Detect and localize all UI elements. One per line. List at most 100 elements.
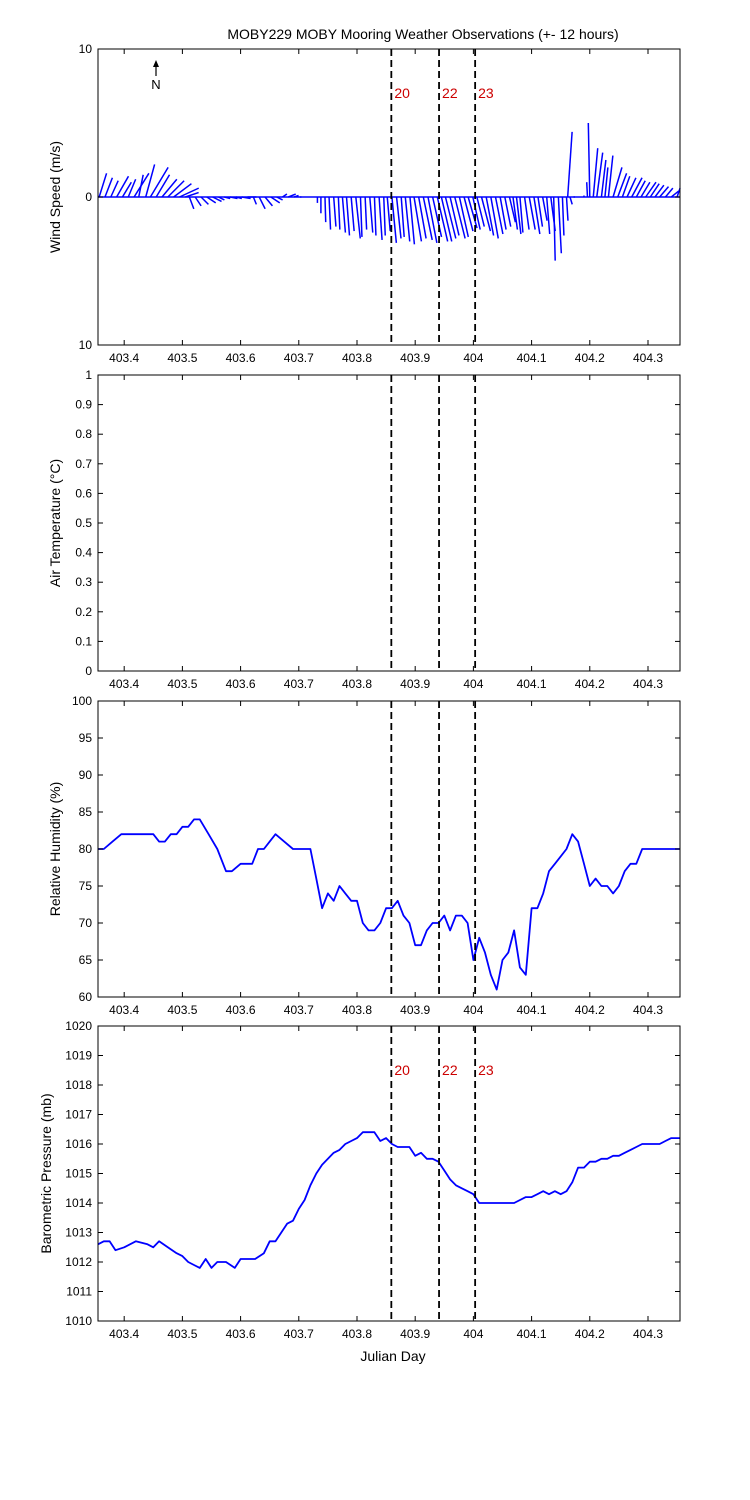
y-tick-label: 0.5 bbox=[75, 516, 92, 530]
wind-vector bbox=[504, 196, 512, 227]
x-tick-label: 403.6 bbox=[226, 1327, 256, 1341]
y-tick-label: 0.3 bbox=[75, 575, 92, 589]
wind-vector bbox=[206, 196, 217, 204]
y-tick-label: 1013 bbox=[65, 1226, 92, 1240]
wind-vector bbox=[670, 190, 680, 198]
wind-vector bbox=[440, 196, 453, 242]
wind-vector bbox=[545, 196, 551, 235]
wind-vector bbox=[631, 177, 643, 198]
wind-vector bbox=[235, 196, 243, 200]
x-tick-label: 403.8 bbox=[342, 677, 372, 691]
wind-vector bbox=[395, 196, 402, 239]
wind-vector bbox=[533, 196, 541, 235]
marker-label: 20 bbox=[394, 1062, 410, 1078]
x-tick-label: 403.4 bbox=[109, 1003, 139, 1017]
wind-vector bbox=[476, 196, 486, 227]
y-tick-label: 70 bbox=[79, 916, 93, 930]
wind-vector bbox=[463, 196, 474, 232]
y-tick-label: 95 bbox=[79, 731, 93, 745]
y-tick-label: 0.9 bbox=[75, 398, 92, 412]
x-tick-label: 403.7 bbox=[284, 351, 314, 365]
wind-vector bbox=[224, 196, 231, 200]
wind-vector-large bbox=[566, 131, 573, 198]
wind-vector bbox=[480, 196, 492, 232]
wind-vector bbox=[427, 196, 438, 244]
x-tick-label: 403.6 bbox=[226, 677, 256, 691]
wind-vector bbox=[252, 196, 258, 205]
y-axis-label: Relative Humidity (%) bbox=[47, 782, 63, 917]
x-tick-label: 403.8 bbox=[342, 1327, 372, 1341]
wind-vector bbox=[561, 196, 565, 236]
x-tick-label: 403.6 bbox=[226, 351, 256, 365]
panel-relative-humidity: 403.4 403.5 403.6 403.7 403.8 403.9 404 404.1 40… bbox=[47, 694, 681, 1017]
wind-vector bbox=[508, 196, 517, 223]
wind-vector bbox=[592, 148, 599, 198]
wind-vector bbox=[523, 196, 530, 230]
wind-vector bbox=[417, 196, 427, 239]
wind-vector bbox=[654, 184, 665, 198]
x-tick-label: 403.9 bbox=[400, 677, 430, 691]
wind-vector bbox=[422, 196, 433, 241]
wind-vector bbox=[350, 196, 355, 232]
y-tick-label: 0 bbox=[85, 664, 92, 678]
wind-vector bbox=[499, 196, 507, 230]
wind-vector bbox=[115, 175, 130, 198]
marker-label: 20 bbox=[394, 85, 410, 101]
x-tick-label: 404.2 bbox=[575, 1003, 605, 1017]
wind-vector bbox=[212, 196, 222, 203]
wind-vector bbox=[386, 196, 391, 232]
wind-vector bbox=[194, 196, 202, 207]
y-axis-label: Air Temperature (°C) bbox=[47, 459, 63, 587]
wind-vector bbox=[569, 196, 573, 205]
wind-vector bbox=[218, 196, 225, 201]
wind-vector bbox=[494, 196, 504, 235]
wind-vector bbox=[645, 181, 657, 198]
wind-vector bbox=[364, 196, 368, 230]
wind-vector bbox=[391, 196, 398, 243]
wind-vector bbox=[472, 196, 481, 230]
marker-label: 22 bbox=[442, 1062, 458, 1078]
wind-vector bbox=[288, 193, 296, 198]
y-tick-label: 80 bbox=[79, 842, 93, 856]
figure-title: MOBY229 MOBY Mooring Weather Observation… bbox=[227, 26, 618, 42]
wind-vector bbox=[664, 187, 674, 198]
wind-vector bbox=[557, 196, 563, 254]
y-tick-label: 1012 bbox=[65, 1255, 92, 1269]
y-tick-label: 100 bbox=[72, 694, 92, 708]
y-tick-label: 0.7 bbox=[75, 457, 92, 471]
x-tick-label: 403.4 bbox=[109, 677, 139, 691]
panels: N 20 22 23 403.4 403.5 403.6 403.7 403.8 403.9 404… bbox=[38, 42, 681, 1341]
wind-vector bbox=[612, 167, 623, 198]
wind-vector bbox=[173, 183, 192, 198]
wind-vector bbox=[565, 196, 569, 221]
barometric-pressure-line bbox=[97, 1131, 680, 1269]
x-tick-label: 404.3 bbox=[633, 1327, 663, 1341]
x-axis-label: Julian Day bbox=[360, 1348, 425, 1364]
wind-vector bbox=[179, 187, 200, 198]
wind-vector bbox=[110, 180, 119, 198]
wind-vector bbox=[328, 196, 332, 230]
wind-vector bbox=[185, 191, 199, 198]
wind-vector bbox=[458, 196, 470, 238]
y-tick-label: 1011 bbox=[66, 1285, 92, 1299]
wind-vector bbox=[155, 174, 171, 198]
y-tick-label: 75 bbox=[79, 879, 93, 893]
y-tick-label: 1 bbox=[85, 368, 92, 382]
y-tick-label: 0.2 bbox=[75, 605, 92, 619]
relative-humidity-line bbox=[98, 818, 680, 991]
north-arrow-icon bbox=[153, 60, 159, 67]
y-tick-label: 1018 bbox=[65, 1078, 92, 1092]
wind-vector bbox=[127, 178, 137, 198]
wind-vector bbox=[332, 196, 337, 227]
wind-vector bbox=[454, 196, 466, 239]
wind-vector bbox=[337, 196, 341, 230]
wind-vector bbox=[444, 196, 457, 239]
wind-vector bbox=[293, 194, 299, 198]
x-tick-label: 403.8 bbox=[342, 351, 372, 365]
wind-vector bbox=[149, 167, 169, 198]
wind-vector bbox=[626, 177, 637, 198]
panel-wind: N 20 22 23 403.4 403.5 403.6 403.7 403.8 403.9 404… bbox=[47, 42, 681, 365]
x-tick-label: 403.5 bbox=[167, 351, 197, 365]
wind-vector bbox=[587, 122, 591, 198]
